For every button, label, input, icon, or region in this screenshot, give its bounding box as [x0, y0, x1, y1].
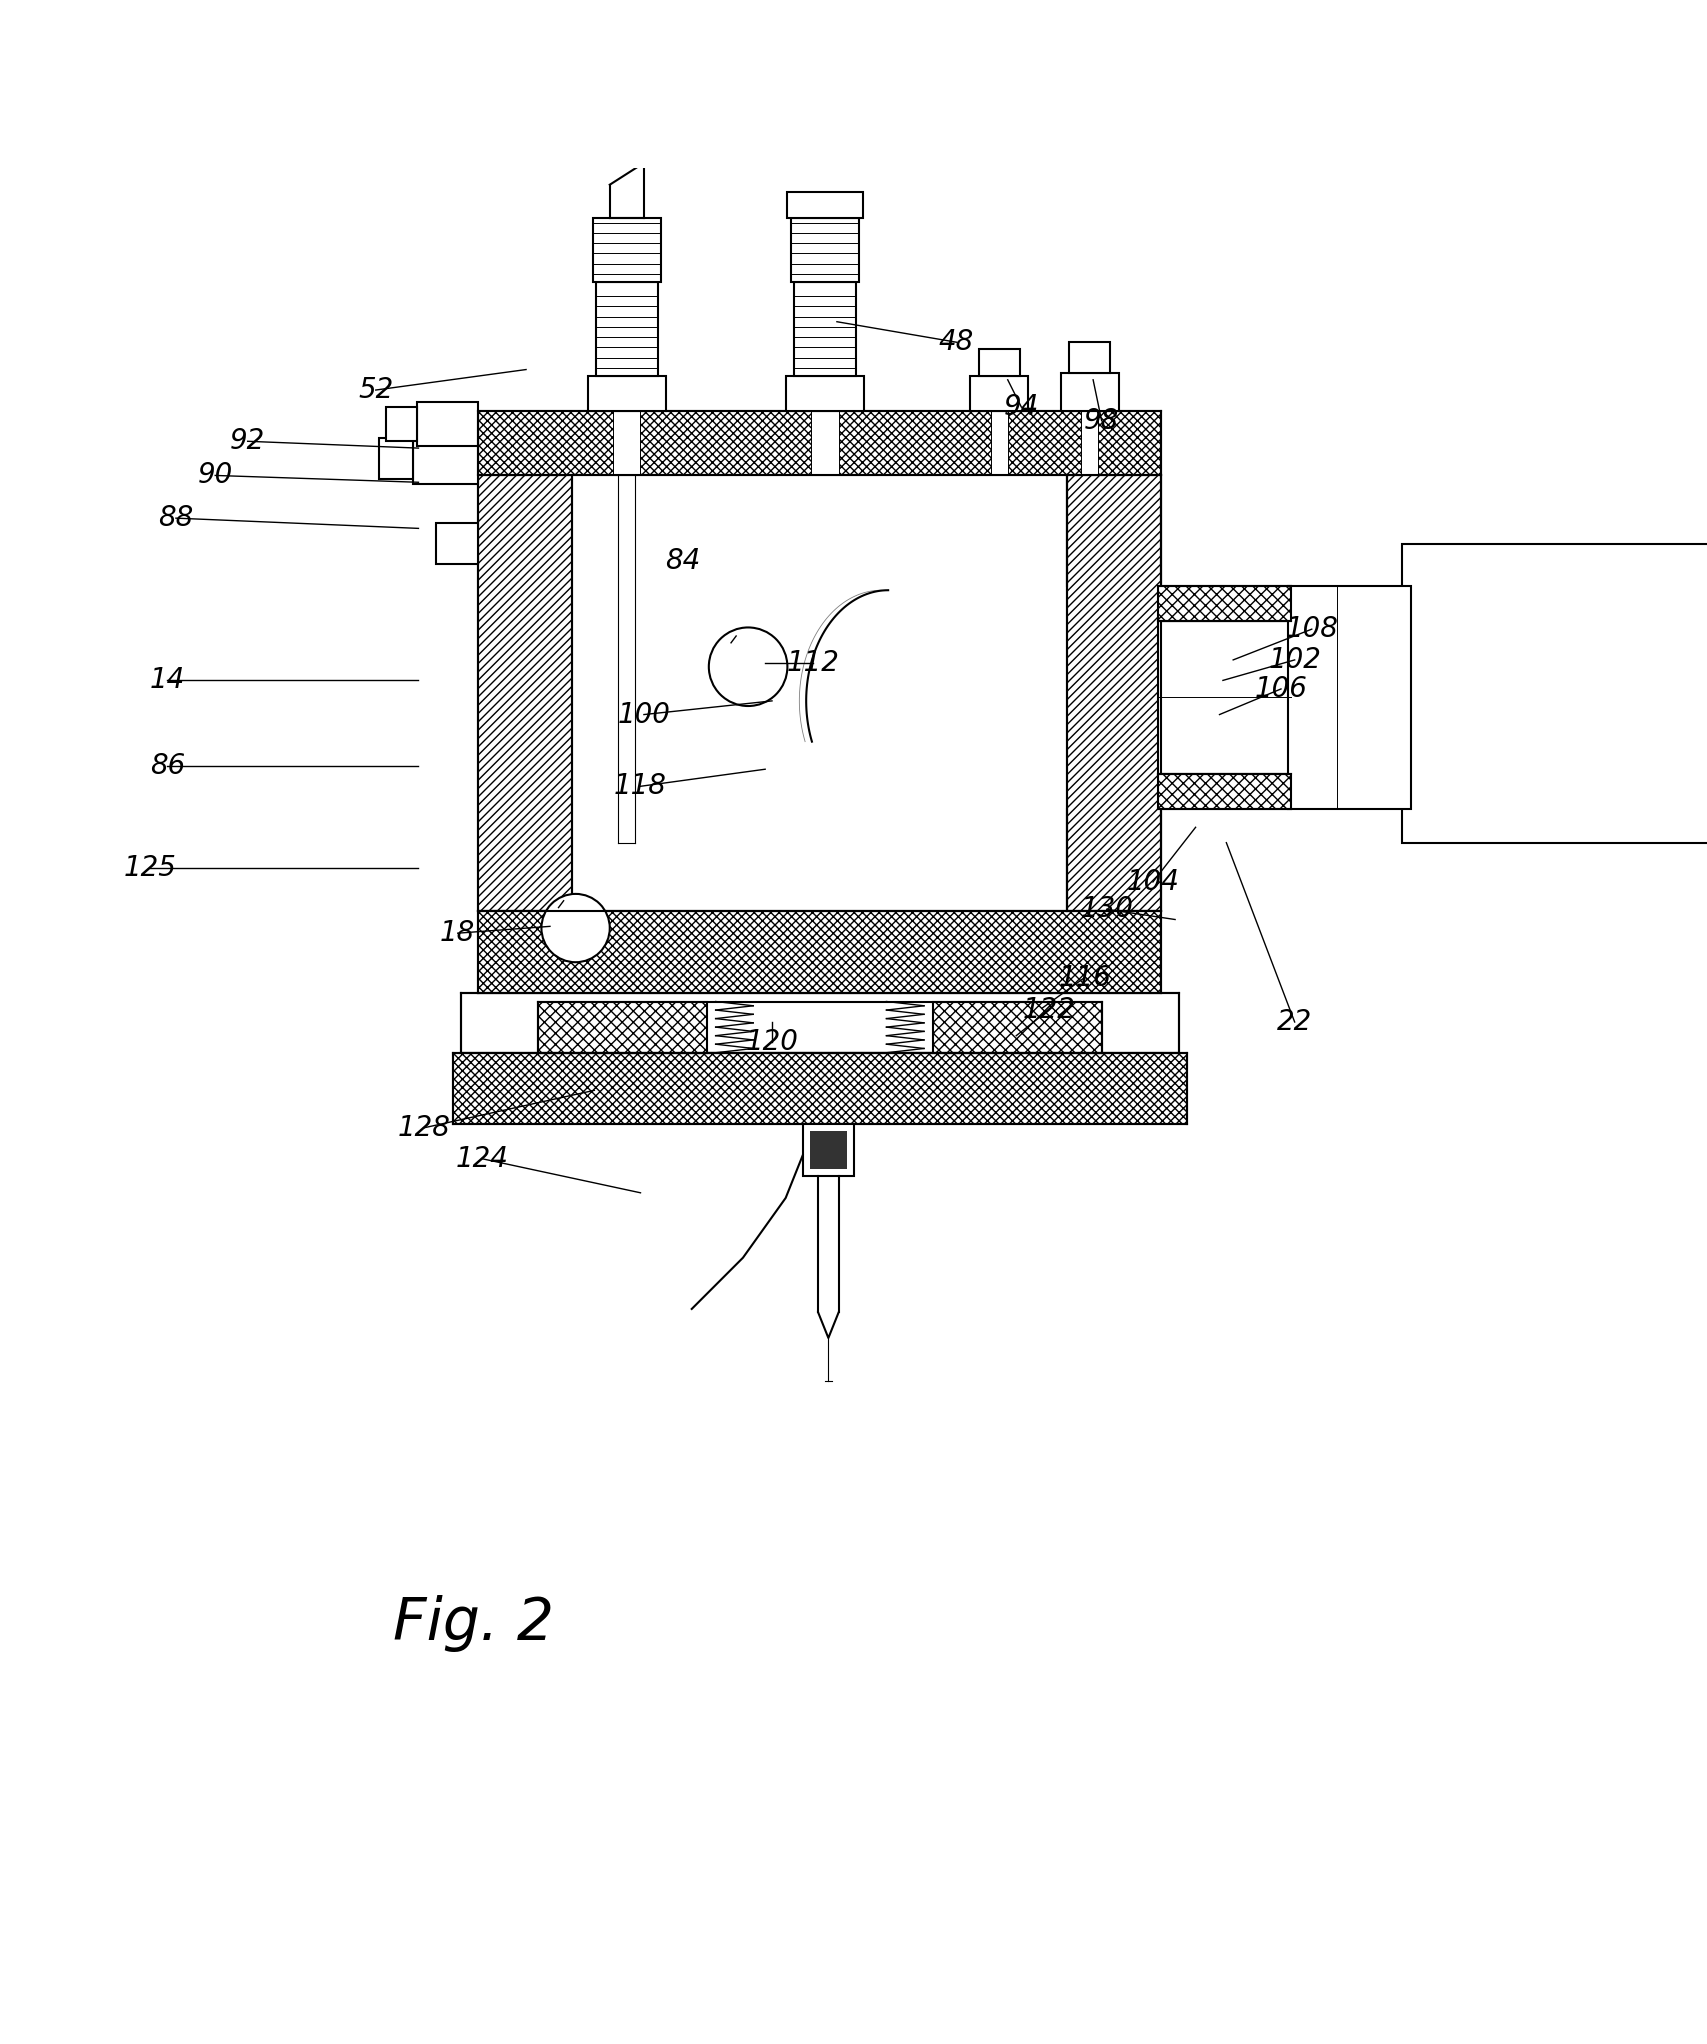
- Text: 120: 120: [746, 1028, 797, 1057]
- Text: 118: 118: [615, 773, 666, 801]
- Bar: [461, 993, 1178, 1053]
- Text: Fig. 2: Fig. 2: [393, 1594, 553, 1652]
- Bar: [452, 1053, 1186, 1124]
- Text: 94: 94: [1004, 392, 1038, 421]
- Text: 130: 130: [1081, 895, 1132, 924]
- Bar: [478, 912, 1161, 993]
- Text: 122: 122: [1022, 995, 1074, 1024]
- Text: 125: 125: [125, 854, 176, 883]
- Text: 84: 84: [666, 548, 700, 574]
- Bar: [809, 1130, 847, 1169]
- Circle shape: [541, 893, 609, 963]
- Text: 98: 98: [1084, 407, 1118, 435]
- Bar: [1060, 372, 1118, 411]
- Text: 52: 52: [358, 376, 393, 405]
- Bar: [538, 1002, 707, 1053]
- Text: 128: 128: [398, 1114, 449, 1143]
- Bar: [970, 376, 1028, 411]
- Text: 108: 108: [1285, 615, 1337, 644]
- Text: 14: 14: [150, 666, 184, 695]
- Bar: [1067, 476, 1161, 912]
- Bar: [785, 376, 864, 411]
- Bar: [478, 476, 572, 912]
- Bar: [1157, 775, 1290, 809]
- Bar: [978, 350, 1019, 376]
- Bar: [1081, 411, 1098, 476]
- Bar: [1157, 621, 1290, 775]
- Text: 102: 102: [1268, 646, 1320, 675]
- Bar: [478, 411, 1161, 476]
- Text: 18: 18: [440, 920, 475, 946]
- Text: 88: 88: [159, 505, 193, 531]
- Bar: [932, 1002, 1101, 1053]
- Bar: [572, 476, 1067, 912]
- Text: 116: 116: [1058, 963, 1110, 991]
- Bar: [386, 407, 417, 442]
- Text: 86: 86: [150, 752, 184, 781]
- Bar: [790, 217, 859, 282]
- Bar: [596, 282, 657, 376]
- Text: 48: 48: [939, 329, 973, 356]
- Text: 92: 92: [230, 427, 265, 456]
- Bar: [1069, 341, 1110, 372]
- Bar: [1157, 587, 1290, 621]
- Text: 112: 112: [787, 650, 838, 677]
- Bar: [787, 192, 862, 217]
- Bar: [379, 437, 413, 478]
- Bar: [417, 403, 478, 446]
- Circle shape: [708, 628, 787, 705]
- Bar: [794, 282, 855, 376]
- Bar: [435, 523, 478, 564]
- Bar: [613, 411, 640, 476]
- Bar: [413, 433, 478, 484]
- Text: 100: 100: [618, 701, 669, 728]
- Bar: [1287, 587, 1410, 809]
- Text: 106: 106: [1255, 675, 1306, 703]
- Bar: [1401, 544, 1707, 842]
- Text: 90: 90: [198, 462, 232, 489]
- Bar: [592, 217, 661, 282]
- Bar: [990, 411, 1007, 476]
- Text: 104: 104: [1127, 869, 1178, 895]
- Bar: [811, 411, 838, 476]
- Bar: [802, 1124, 854, 1175]
- Bar: [587, 376, 666, 411]
- Text: 124: 124: [456, 1145, 507, 1173]
- Text: 22: 22: [1277, 1008, 1311, 1036]
